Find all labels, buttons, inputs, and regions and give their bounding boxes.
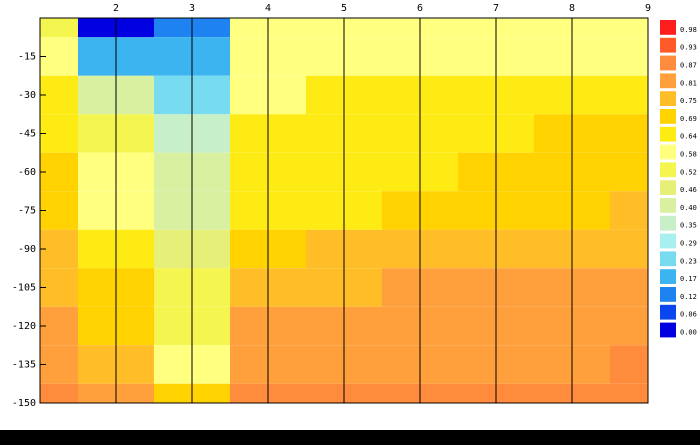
contour-cell xyxy=(610,75,648,115)
colorbar-label: 0.12 xyxy=(680,293,697,301)
axes: 2 3 4 5 6 7 8 9 -15 -30 -45 -60 -75 -90 -105 -120 -135 -1… xyxy=(12,3,651,409)
colorbar-label: 0.40 xyxy=(680,204,697,212)
contour-cell xyxy=(610,18,648,38)
colorbar-swatch xyxy=(660,109,676,124)
contour-cell xyxy=(40,114,78,153)
colorbar-label: 0.23 xyxy=(680,257,697,265)
contour-cell xyxy=(40,152,78,192)
bottom-bar xyxy=(0,430,700,445)
colorbar-label: 0.87 xyxy=(680,62,697,70)
colorbar-swatch xyxy=(660,20,676,35)
colorbar-swatch xyxy=(660,180,676,195)
contour-cell xyxy=(610,229,648,269)
colorbar-swatch xyxy=(660,198,676,213)
colorbar-label: 0.93 xyxy=(680,44,697,52)
y-tick-label: -105 xyxy=(12,283,36,294)
colorbar-label: 0.17 xyxy=(680,275,697,283)
contour-cell xyxy=(610,345,648,384)
x-tick-label: 4 xyxy=(265,3,271,14)
colorbar-label: 0.69 xyxy=(680,115,697,123)
x-tick-label: 9 xyxy=(645,3,651,14)
colorbar-label: 0.06 xyxy=(680,311,697,319)
contour-cell xyxy=(610,191,648,230)
colorbar-label: 0.81 xyxy=(680,79,697,87)
colorbar-swatch xyxy=(660,73,676,89)
y-tick-label: -150 xyxy=(12,398,36,409)
x-tick-label: 3 xyxy=(189,3,195,14)
y-tick-label: -120 xyxy=(12,321,36,332)
contour-cell xyxy=(40,18,78,38)
y-tick-label: -90 xyxy=(18,244,36,255)
colorbar-label: 0.35 xyxy=(680,222,697,230)
contour-cell xyxy=(610,268,648,307)
x-tick-label: 7 xyxy=(493,3,499,14)
y-tick-label: -135 xyxy=(12,360,36,371)
x-tick-label: 2 xyxy=(113,3,119,14)
colorbar-label: 0.98 xyxy=(680,26,697,34)
contour-cell xyxy=(40,345,78,384)
y-tick-label: -60 xyxy=(18,167,36,178)
colorbar-label: 0.75 xyxy=(680,97,697,105)
contour-cell xyxy=(40,229,78,269)
colorbar: 0.98 0.93 0.87 0.81 0.75 0.69 0.64 0.58 0.52 0.46… xyxy=(660,20,697,338)
contour-cell xyxy=(610,306,648,346)
contour-cell xyxy=(40,306,78,346)
x-tick-label: 6 xyxy=(417,3,423,14)
contour-cell xyxy=(610,114,648,153)
colorbar-label: 0.64 xyxy=(680,133,697,141)
contour-cell xyxy=(40,191,78,230)
contour-cell xyxy=(40,37,78,76)
colorbar-label: 0.58 xyxy=(680,151,697,159)
colorbar-label: 0.00 xyxy=(680,329,697,337)
colorbar-swatch xyxy=(660,144,676,160)
contour-cell xyxy=(40,268,78,307)
contour-cell xyxy=(610,383,648,403)
colorbar-swatch xyxy=(660,322,676,338)
y-tick-label: -15 xyxy=(18,52,36,63)
colorbar-swatch xyxy=(660,55,676,71)
y-tick-label: -75 xyxy=(18,206,36,217)
contour-cell xyxy=(610,152,648,192)
colorbar-swatch xyxy=(660,269,676,284)
colorbar-swatch xyxy=(660,37,676,53)
x-tick-label: 8 xyxy=(569,3,575,14)
colorbar-swatch xyxy=(660,91,676,106)
colorbar-swatch xyxy=(660,233,676,249)
colorbar-swatch xyxy=(660,162,676,178)
colorbar-swatch xyxy=(660,251,676,267)
x-tick-label: 5 xyxy=(341,3,347,14)
contour-cell xyxy=(40,383,78,403)
colorbar-swatch xyxy=(660,287,676,302)
colorbar-swatch xyxy=(660,126,676,142)
colorbar-swatch xyxy=(660,215,676,231)
y-tick-label: -30 xyxy=(18,90,36,101)
contour-cell xyxy=(40,75,78,115)
contour-cell xyxy=(610,37,648,76)
y-tick-label: -45 xyxy=(18,129,36,140)
colorbar-swatch xyxy=(660,304,676,320)
plot-border xyxy=(39,17,649,404)
colorbar-label: 0.52 xyxy=(680,168,697,176)
colorbar-label: 0.29 xyxy=(680,240,697,248)
colorbar-label: 0.46 xyxy=(680,186,697,194)
